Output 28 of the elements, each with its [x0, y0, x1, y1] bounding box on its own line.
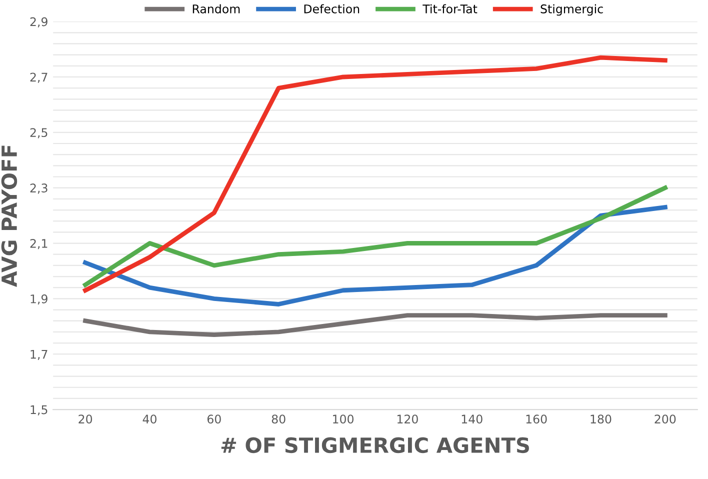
- legend-label: Tit-for-Tat: [422, 4, 478, 14]
- x-tick-label: 180: [590, 414, 612, 424]
- x-tick-label: 160: [526, 414, 547, 424]
- y-tick-label: 2,3: [30, 184, 48, 194]
- y-tick-label: 2,1: [30, 238, 48, 250]
- legend-label: Random: [192, 4, 240, 14]
- y-tick-label: 2,9: [30, 17, 48, 28]
- x-axis-title: # OF STIGMERGIC AGENTS: [221, 437, 529, 454]
- x-tick-label: 100: [333, 414, 354, 424]
- legend-label: Stigmergic: [540, 4, 603, 16]
- y-tick-label: 2,5: [30, 128, 48, 138]
- x-tick-label: 120: [397, 414, 418, 424]
- x-tick-label: 200: [654, 414, 676, 424]
- y-axis-title: AVG PAYOFF: [1, 146, 18, 288]
- y-tick-label: 1,9: [30, 294, 48, 305]
- legend-label: Defection: [304, 4, 360, 14]
- y-tick-label: 1,7: [30, 350, 48, 360]
- y-tick-label: 1,5: [30, 405, 48, 416]
- line-series: [83, 313, 668, 337]
- x-tick-label: 80: [272, 414, 286, 424]
- x-tick-label: 140: [462, 414, 482, 424]
- line-series: [83, 55, 668, 293]
- x-tick-label: 40: [142, 414, 156, 424]
- x-tick-label: 60: [207, 414, 221, 424]
- line-series: [83, 186, 668, 288]
- x-tick-label: 20: [78, 414, 92, 424]
- line-series: [83, 205, 668, 306]
- y-tick-label: 2,7: [30, 72, 48, 83]
